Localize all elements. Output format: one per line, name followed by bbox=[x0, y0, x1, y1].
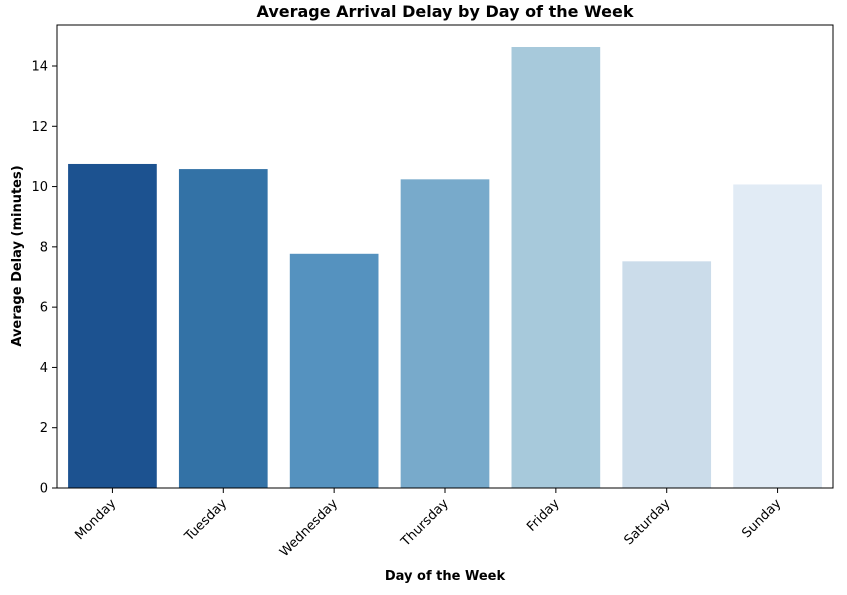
x-axis-label: Day of the Week bbox=[385, 569, 506, 584]
y-tick-label: 14 bbox=[31, 59, 48, 74]
y-tick-label: 4 bbox=[40, 361, 48, 376]
y-axis: 0 2 4 6 8 10 12 14 bbox=[31, 59, 57, 497]
chart-title: Average Arrival Delay by Day of the Week bbox=[257, 2, 634, 21]
bar-thursday bbox=[400, 179, 490, 488]
x-axis: Monday Tuesday Wednesday Thursday Friday Satu… bbox=[72, 488, 785, 560]
y-tick-label: 0 bbox=[40, 482, 48, 497]
x-tick-label-sunday: Sunday bbox=[739, 496, 784, 541]
y-axis-label: Average Delay (minutes) bbox=[10, 165, 25, 346]
bar-monday bbox=[68, 163, 157, 488]
y-tick-label: 10 bbox=[31, 180, 48, 195]
bar-tuesday bbox=[178, 169, 268, 488]
bar-friday bbox=[511, 47, 601, 488]
bar-wednesday bbox=[289, 253, 379, 488]
plot-frame bbox=[56, 24, 834, 489]
y-tick-label: 2 bbox=[40, 421, 48, 436]
bar-sunday bbox=[733, 184, 822, 488]
x-tick-label-saturday: Saturday bbox=[621, 496, 673, 548]
y-tick-label: 12 bbox=[31, 120, 48, 135]
bar-saturday bbox=[622, 261, 712, 488]
x-tick-label-tuesday: Tuesday bbox=[181, 496, 230, 545]
x-tick-label-wednesday: Wednesday bbox=[277, 496, 341, 560]
y-tick-label: 8 bbox=[40, 240, 48, 255]
x-tick-label-friday: Friday bbox=[524, 496, 563, 535]
x-tick-label-thursday: Thursday bbox=[398, 496, 452, 550]
y-tick-label: 6 bbox=[40, 301, 48, 316]
x-tick-label-monday: Monday bbox=[72, 496, 119, 543]
bars-layer bbox=[68, 47, 822, 488]
